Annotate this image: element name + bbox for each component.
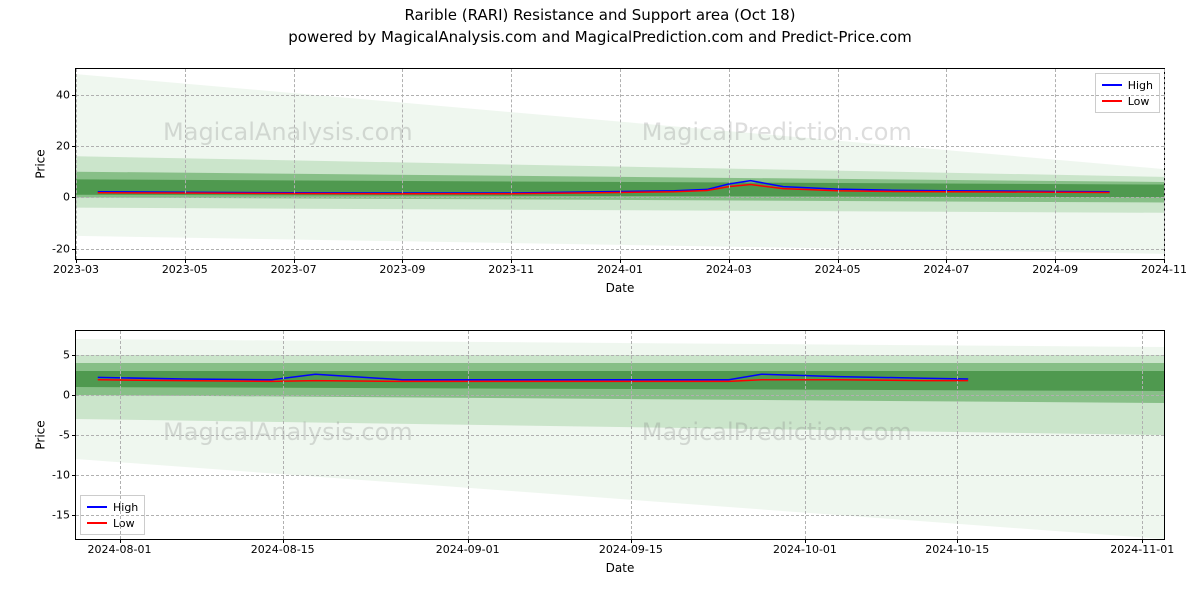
gridline [76, 355, 1164, 356]
chart-title: Rarible (RARI) Resistance and Support ar… [0, 6, 1200, 24]
x-tick-label: 2024-11-01 [1110, 539, 1174, 556]
legend-label-high: High [113, 501, 138, 514]
y-tick-label: 5 [63, 349, 76, 362]
y-tick-label: -10 [52, 469, 76, 482]
x-tick-label: 2024-09-15 [599, 539, 663, 556]
x-tick-label: 2024-11 [1141, 259, 1187, 276]
gridline [294, 69, 295, 259]
x-axis-label: Date [606, 561, 635, 575]
y-tick-label: 0 [63, 191, 76, 204]
gridline [1055, 69, 1056, 259]
x-tick-label: 2023-09 [379, 259, 425, 276]
gridline [631, 331, 632, 539]
legend-label-low: Low [113, 517, 135, 530]
x-tick-label: 2023-11 [488, 259, 534, 276]
y-tick-label: -5 [59, 429, 76, 442]
gridline [729, 69, 730, 259]
gridline [120, 331, 121, 539]
y-tick-label: 20 [56, 140, 76, 153]
y-tick-label: -20 [52, 242, 76, 255]
legend-item-low: Low [87, 515, 138, 531]
gridline [76, 515, 1164, 516]
legend-label-low: Low [1128, 95, 1150, 108]
gridline [468, 331, 469, 539]
gridline [283, 331, 284, 539]
legend-swatch-low [1102, 100, 1122, 102]
gridline [76, 395, 1164, 396]
x-tick-label: 2023-03 [53, 259, 99, 276]
gridline [76, 475, 1164, 476]
gridline [511, 69, 512, 259]
gridline [76, 69, 77, 259]
x-tick-label: 2024-09-01 [436, 539, 500, 556]
gridline [805, 331, 806, 539]
gridline [620, 69, 621, 259]
y-tick-label: 0 [63, 389, 76, 402]
y-tick-label: -15 [52, 509, 76, 522]
legend-top: High Low [1095, 73, 1160, 113]
x-tick-label: 2024-01 [597, 259, 643, 276]
legend-item-high: High [87, 499, 138, 515]
chart-subtitle: powered by MagicalAnalysis.com and Magic… [0, 28, 1200, 46]
chart-panel-bottom: Price Date High Low MagicalAnalysis.com … [75, 330, 1165, 540]
legend-swatch-high [87, 506, 107, 508]
gridline [76, 435, 1164, 436]
gridline [1142, 331, 1143, 539]
gridline [185, 69, 186, 259]
y-axis-label: Price [34, 149, 48, 178]
x-tick-label: 2024-10-01 [773, 539, 837, 556]
x-tick-label: 2024-03 [706, 259, 752, 276]
gridline [946, 69, 947, 259]
x-tick-label: 2024-09 [1032, 259, 1078, 276]
x-axis-label: Date [606, 281, 635, 295]
x-tick-label: 2024-07 [923, 259, 969, 276]
legend-label-high: High [1128, 79, 1153, 92]
x-tick-label: 2023-07 [271, 259, 317, 276]
x-tick-label: 2024-05 [815, 259, 861, 276]
y-tick-label: 40 [56, 88, 76, 101]
gridline [402, 69, 403, 259]
chart-panel-top: Price Date High Low MagicalAnalysis.com … [75, 68, 1165, 260]
legend-swatch-high [1102, 84, 1122, 86]
gridline [838, 69, 839, 259]
x-tick-label: 2024-10-15 [925, 539, 989, 556]
y-axis-label: Price [34, 420, 48, 449]
x-tick-label: 2023-05 [162, 259, 208, 276]
gridline [1164, 69, 1165, 259]
legend-item-high: High [1102, 77, 1153, 93]
legend-swatch-low [87, 522, 107, 524]
gridline [957, 331, 958, 539]
x-tick-label: 2024-08-01 [88, 539, 152, 556]
x-tick-label: 2024-08-15 [251, 539, 315, 556]
